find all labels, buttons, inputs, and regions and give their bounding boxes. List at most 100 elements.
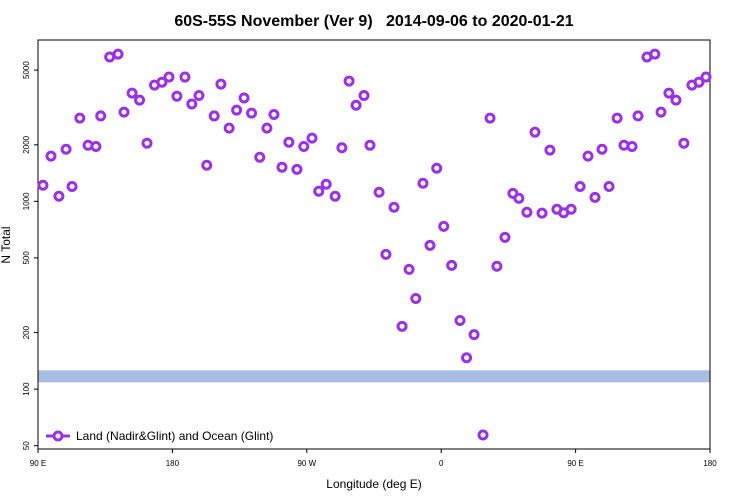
point [582,150,594,162]
y-tick-label: 1000 [22,192,31,210]
legend-label: Land (Nadir&Glint) and Ocean (Glint) [76,429,273,443]
point [468,329,480,341]
point [201,159,213,171]
x-tick-label: 90 W [297,459,316,468]
point [529,126,541,138]
point [484,112,496,124]
x-tick-label: 90 E [567,459,583,468]
point [126,87,138,99]
point [156,76,168,88]
point [521,206,533,218]
point [261,122,273,134]
x-axis-label: Longitude (deg E) [326,477,421,491]
point [208,110,220,122]
point [574,180,586,192]
point [329,190,341,202]
point [163,71,175,83]
point [215,78,227,90]
x-tick-label: 180 [703,459,717,468]
point [678,137,690,149]
point [596,143,608,155]
point [632,110,644,122]
plot-frame [37,39,711,450]
point [104,51,116,63]
point [223,122,235,134]
point [350,99,362,111]
point [298,140,310,152]
reference-band [38,370,710,383]
point [306,132,318,144]
point [254,151,266,163]
chart-title: 60S-55S November (Ver 9) 2014-09-06 to 2… [174,13,573,30]
point [276,161,288,173]
point [544,144,556,156]
y-tick-label: 5000 [22,61,31,79]
point [403,263,415,275]
point [37,179,49,191]
point [424,239,436,251]
point [477,429,489,441]
point [343,75,355,87]
point [649,48,661,60]
point [388,201,400,213]
y-tick-label: 50 [22,441,31,450]
point [193,90,205,102]
legend-marker [52,430,64,442]
point [336,142,348,154]
point [112,48,124,60]
point [90,140,102,152]
point [283,136,295,148]
x-tick-label: 180 [166,459,180,468]
point [134,94,146,106]
point [268,109,280,121]
point [45,150,57,162]
point [231,104,243,116]
point [589,191,601,203]
point [74,112,86,124]
point [446,259,458,271]
point [179,71,191,83]
point [670,94,682,106]
point [246,107,258,119]
point [513,192,525,204]
point [171,90,183,102]
point [320,178,332,190]
y-tick-label: 100 [22,382,31,396]
point [373,186,385,198]
point [358,90,370,102]
y-tick-label: 500 [22,251,31,265]
point [141,137,153,149]
point [700,71,712,83]
point [536,207,548,219]
point [118,106,130,118]
point [655,106,667,118]
point [565,203,577,215]
point [454,315,466,327]
point [626,140,638,152]
y-axis-label: N Total [0,226,13,263]
point [410,292,422,304]
point [438,220,450,232]
point [611,112,623,124]
point [491,260,503,272]
y-tick-label: 200 [22,325,31,339]
point [186,98,198,110]
point [313,185,325,197]
point [95,110,107,122]
point [380,248,392,260]
point [291,163,303,175]
point [60,143,72,155]
point [663,87,675,99]
y-tick-label: 2000 [22,135,31,153]
point [499,231,511,243]
point [396,320,408,332]
x-tick-label: 0 [439,459,444,468]
point [417,177,429,189]
point [66,180,78,192]
point [238,92,250,104]
point [431,162,443,174]
point [693,76,705,88]
point [53,190,65,202]
x-tick-label: 90 E [30,459,46,468]
